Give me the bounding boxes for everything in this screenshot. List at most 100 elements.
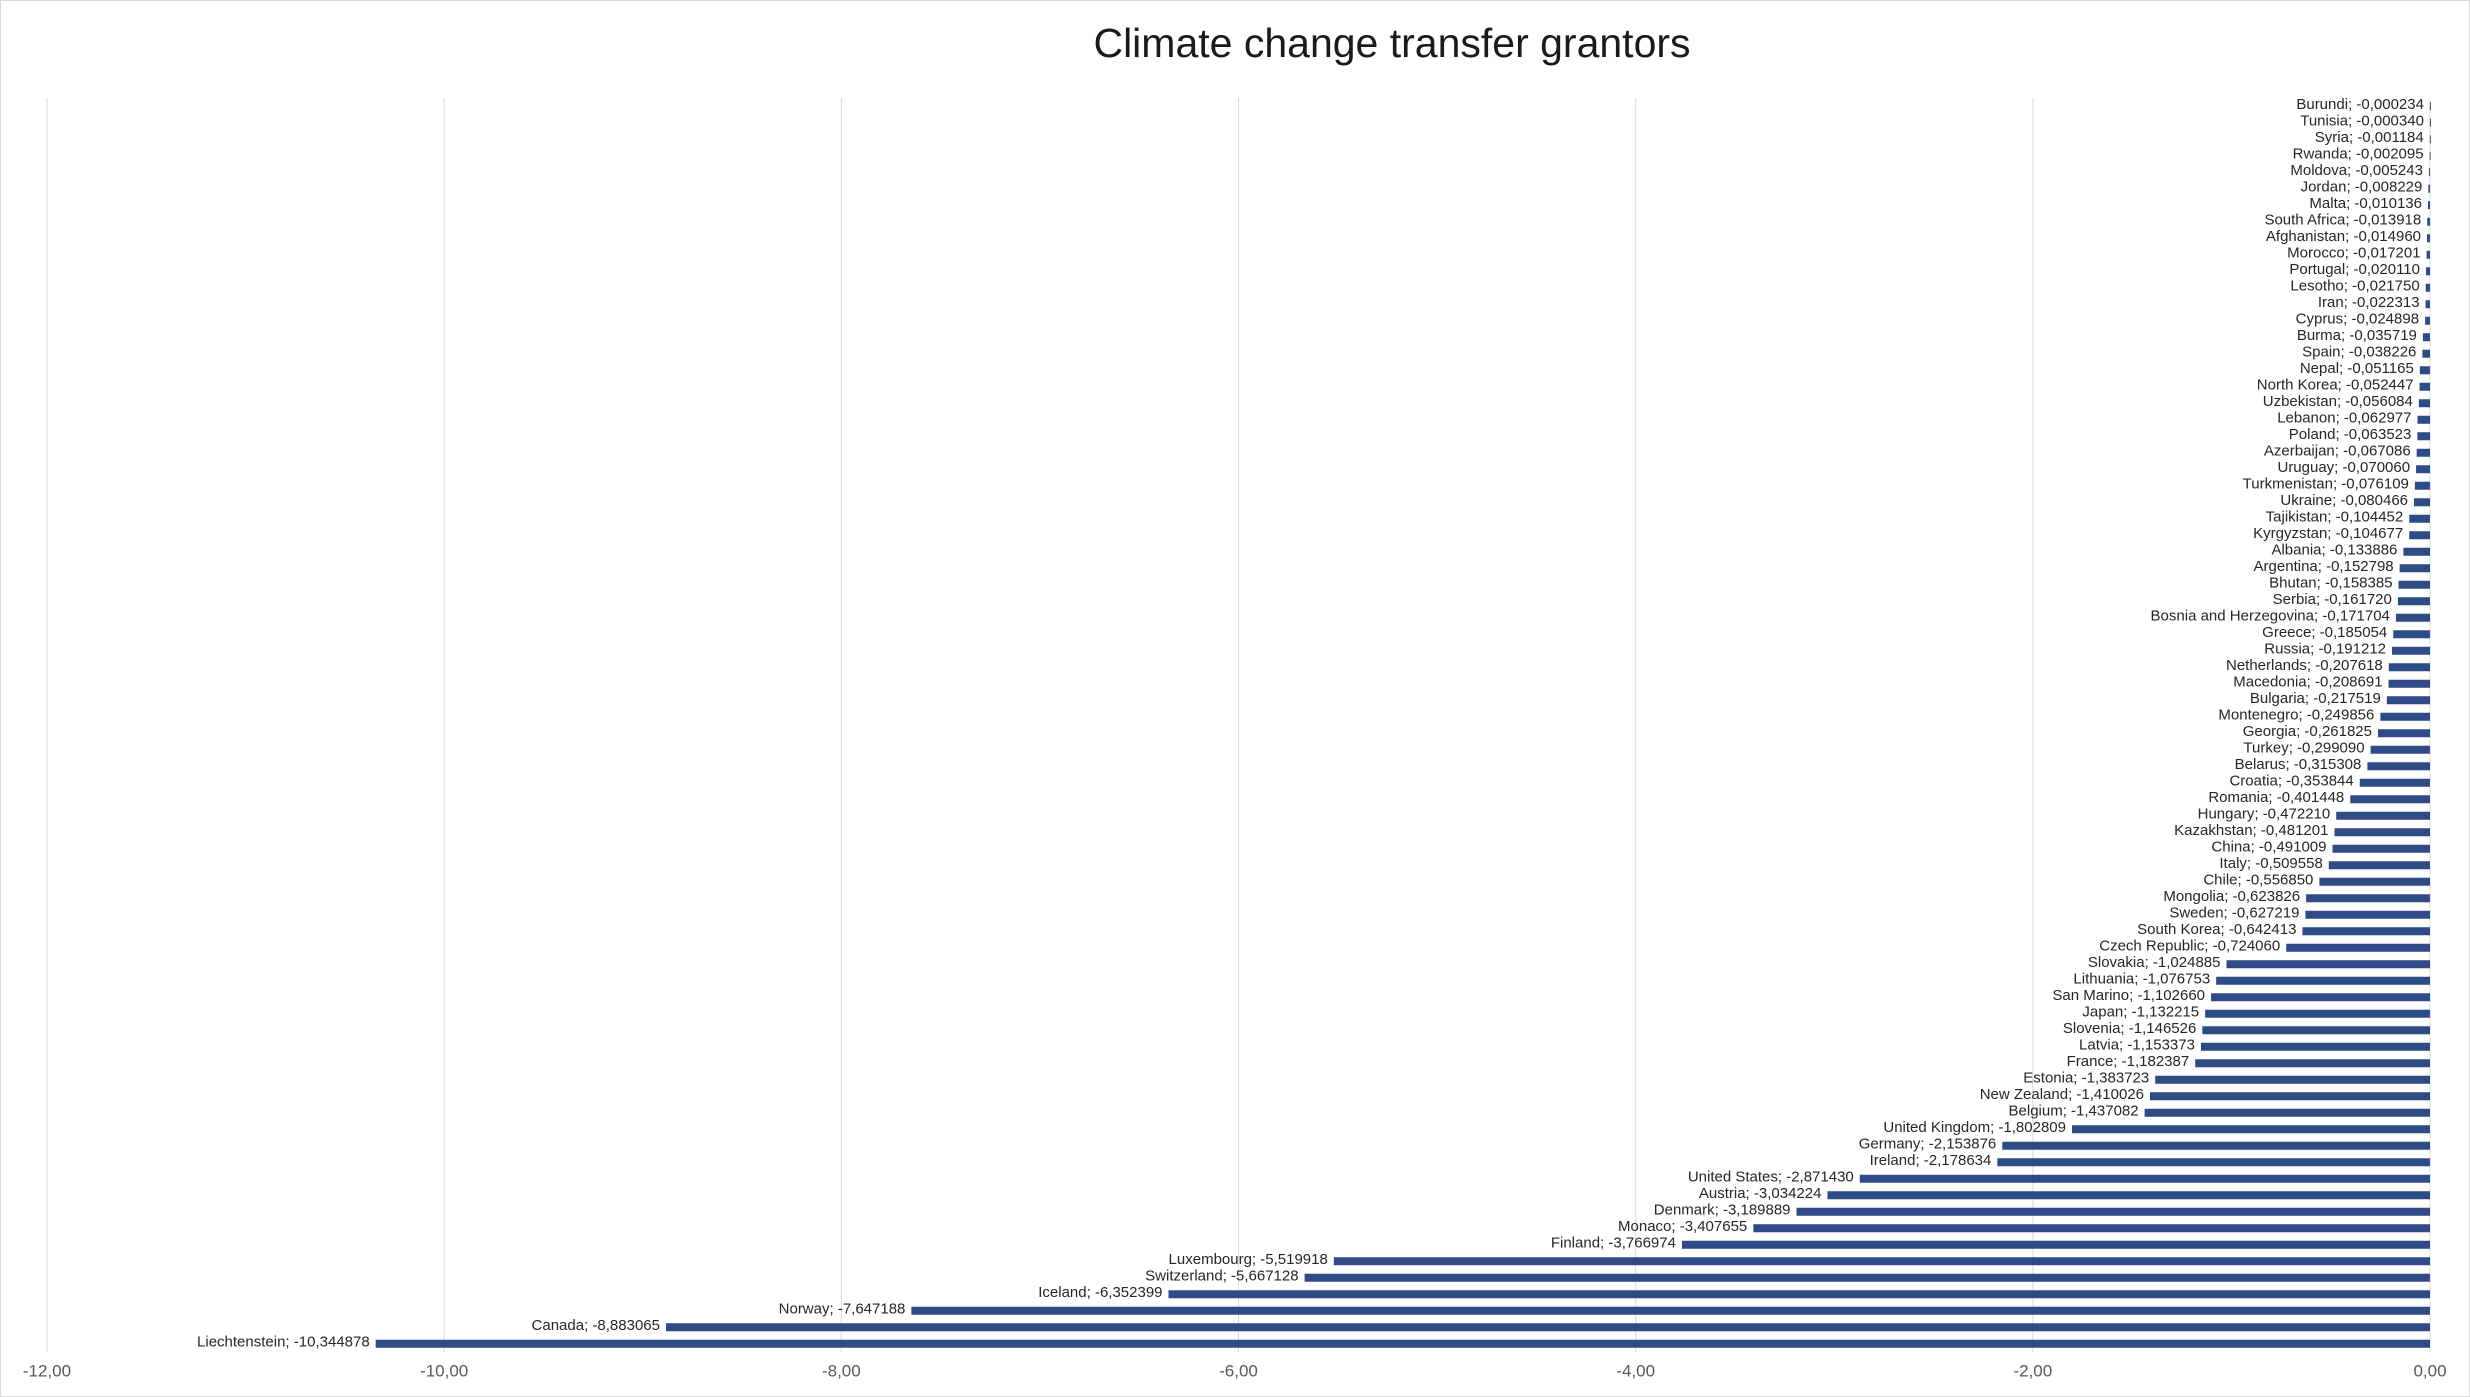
value-label: Latvia; -1,153373: [2079, 1037, 2195, 1054]
value-label: Mongolia; -0,623826: [2163, 888, 2300, 905]
bar: [2429, 135, 2431, 144]
value-label: Moldova; -0,005243: [2290, 162, 2423, 179]
value-label: Switzerland; -5,667128: [1145, 1268, 1298, 1285]
bar: [2422, 333, 2430, 342]
bar: [2386, 696, 2430, 705]
bar: [2226, 960, 2430, 969]
value-label: Bulgaria; -0,217519: [2250, 690, 2381, 707]
bar: [2398, 580, 2430, 589]
value-label: Rwanda; -0,002095: [2293, 146, 2424, 163]
bar: [2370, 745, 2430, 754]
value-label: Lesotho; -0,021750: [2290, 278, 2419, 295]
bar: [1827, 1191, 2430, 1200]
value-label: Belarus; -0,315308: [2235, 756, 2362, 773]
bar: [2144, 1108, 2430, 1117]
bar: [2071, 1125, 2430, 1134]
bar: [2149, 1092, 2430, 1101]
value-label: Netherlands; -0,207618: [2226, 657, 2383, 674]
bar: [2426, 267, 2430, 276]
value-label: Tunisia; -0,000340: [2300, 113, 2424, 130]
bar: [2378, 729, 2430, 738]
bar: [2397, 597, 2430, 606]
bar: [2426, 250, 2430, 259]
value-label: Afghanistan; -0,014960: [2266, 228, 2421, 245]
value-label: Kazakhstan; -0,481201: [2174, 822, 2328, 839]
value-label: South Korea; -0,642413: [2137, 921, 2296, 938]
bar: [2425, 283, 2430, 292]
x-tick-label: -12,00: [23, 1361, 71, 1380]
value-label: Montenegro; -0,249856: [2218, 707, 2374, 724]
value-label: Italy; -0,509558: [2219, 855, 2322, 872]
bar: [2393, 630, 2430, 639]
x-tick-label: -2,00: [2013, 1361, 2052, 1380]
value-label: Burma; -0,035719: [2297, 327, 2417, 344]
value-label: Monaco; -3,407655: [1618, 1218, 1747, 1235]
value-label: Chile; -0,556850: [2203, 872, 2313, 889]
bar: [2200, 1042, 2430, 1051]
bar: [2380, 712, 2430, 721]
value-label: China; -0,491009: [2211, 839, 2326, 856]
chart-title: Climate change transfer grantors: [1093, 20, 1690, 66]
bar: [2334, 828, 2430, 837]
value-label: Iceland; -6,352399: [1038, 1284, 1162, 1301]
value-label: Sweden; -0,627219: [2169, 905, 2299, 922]
bar: [2155, 1075, 2430, 1084]
value-label: Serbia; -0,161720: [2273, 591, 2392, 608]
bar: [2428, 168, 2430, 177]
bar: [2409, 531, 2430, 540]
bar: [2195, 1059, 2430, 1068]
bar: [2429, 102, 2431, 111]
value-label: South Africa; -0,013918: [2264, 212, 2421, 229]
bar: [2332, 844, 2430, 853]
bar: [1304, 1273, 2430, 1282]
value-label: Poland; -0,063523: [2289, 426, 2412, 443]
bar: [2388, 679, 2430, 688]
bar: [2425, 300, 2430, 309]
bar: [2409, 514, 2430, 523]
value-label: Azerbaijan; -0,067086: [2264, 443, 2411, 460]
value-label: Estonia; -1,383723: [2023, 1070, 2149, 1087]
bar: [2422, 349, 2430, 358]
bar: [2211, 993, 2430, 1002]
bar: [2429, 118, 2431, 127]
bar: [2427, 201, 2430, 210]
value-label: Romania; -0,401448: [2208, 789, 2344, 806]
bar: [665, 1323, 2430, 1332]
x-tick-label: -10,00: [420, 1361, 468, 1380]
value-label: Argentina; -0,152798: [2254, 558, 2394, 575]
bar: [2419, 382, 2430, 391]
value-label: Slovakia; -1,024885: [2088, 954, 2221, 971]
value-label: Hungary; -0,472210: [2198, 806, 2331, 823]
value-label: Uruguay; -0,070060: [2277, 459, 2410, 476]
value-label: Croatia; -0,353844: [2229, 773, 2353, 790]
value-label: France; -1,182387: [2067, 1053, 2190, 1070]
bar: [1859, 1174, 2430, 1183]
value-label: Liechtenstein; -10,344878: [197, 1334, 370, 1351]
value-label: Lithuania; -1,076753: [2073, 971, 2210, 988]
value-label: Malta; -0,010136: [2309, 195, 2422, 212]
value-label: Portugal; -0,020110: [2289, 261, 2420, 278]
bar: [2202, 1026, 2430, 1035]
value-label: Denmark; -3,189889: [1654, 1202, 1791, 1219]
value-label: Uzbekistan; -0,056084: [2263, 393, 2413, 410]
x-tick-label: 0,00: [2413, 1361, 2446, 1380]
value-label: Lebanon; -0,062977: [2277, 410, 2411, 427]
bar: [2388, 663, 2430, 672]
bar: [2395, 613, 2430, 622]
bar: [1997, 1158, 2430, 1167]
value-label: United States; -2,871430: [1688, 1169, 1854, 1186]
bar: [1333, 1257, 2430, 1266]
bar: [2428, 184, 2430, 193]
bar: [2359, 778, 2430, 787]
value-label: Ireland; -2,178634: [1870, 1152, 1992, 1169]
bar: [2367, 762, 2430, 771]
value-label: Spain; -0,038226: [2302, 344, 2416, 361]
value-label: Turkmenistan; -0,076109: [2243, 476, 2409, 493]
bar: [2417, 432, 2430, 441]
bar: [2286, 943, 2430, 952]
value-label: Albania; -0,133886: [2271, 542, 2397, 559]
value-label: United Kingdom; -1,802809: [1883, 1119, 2066, 1136]
